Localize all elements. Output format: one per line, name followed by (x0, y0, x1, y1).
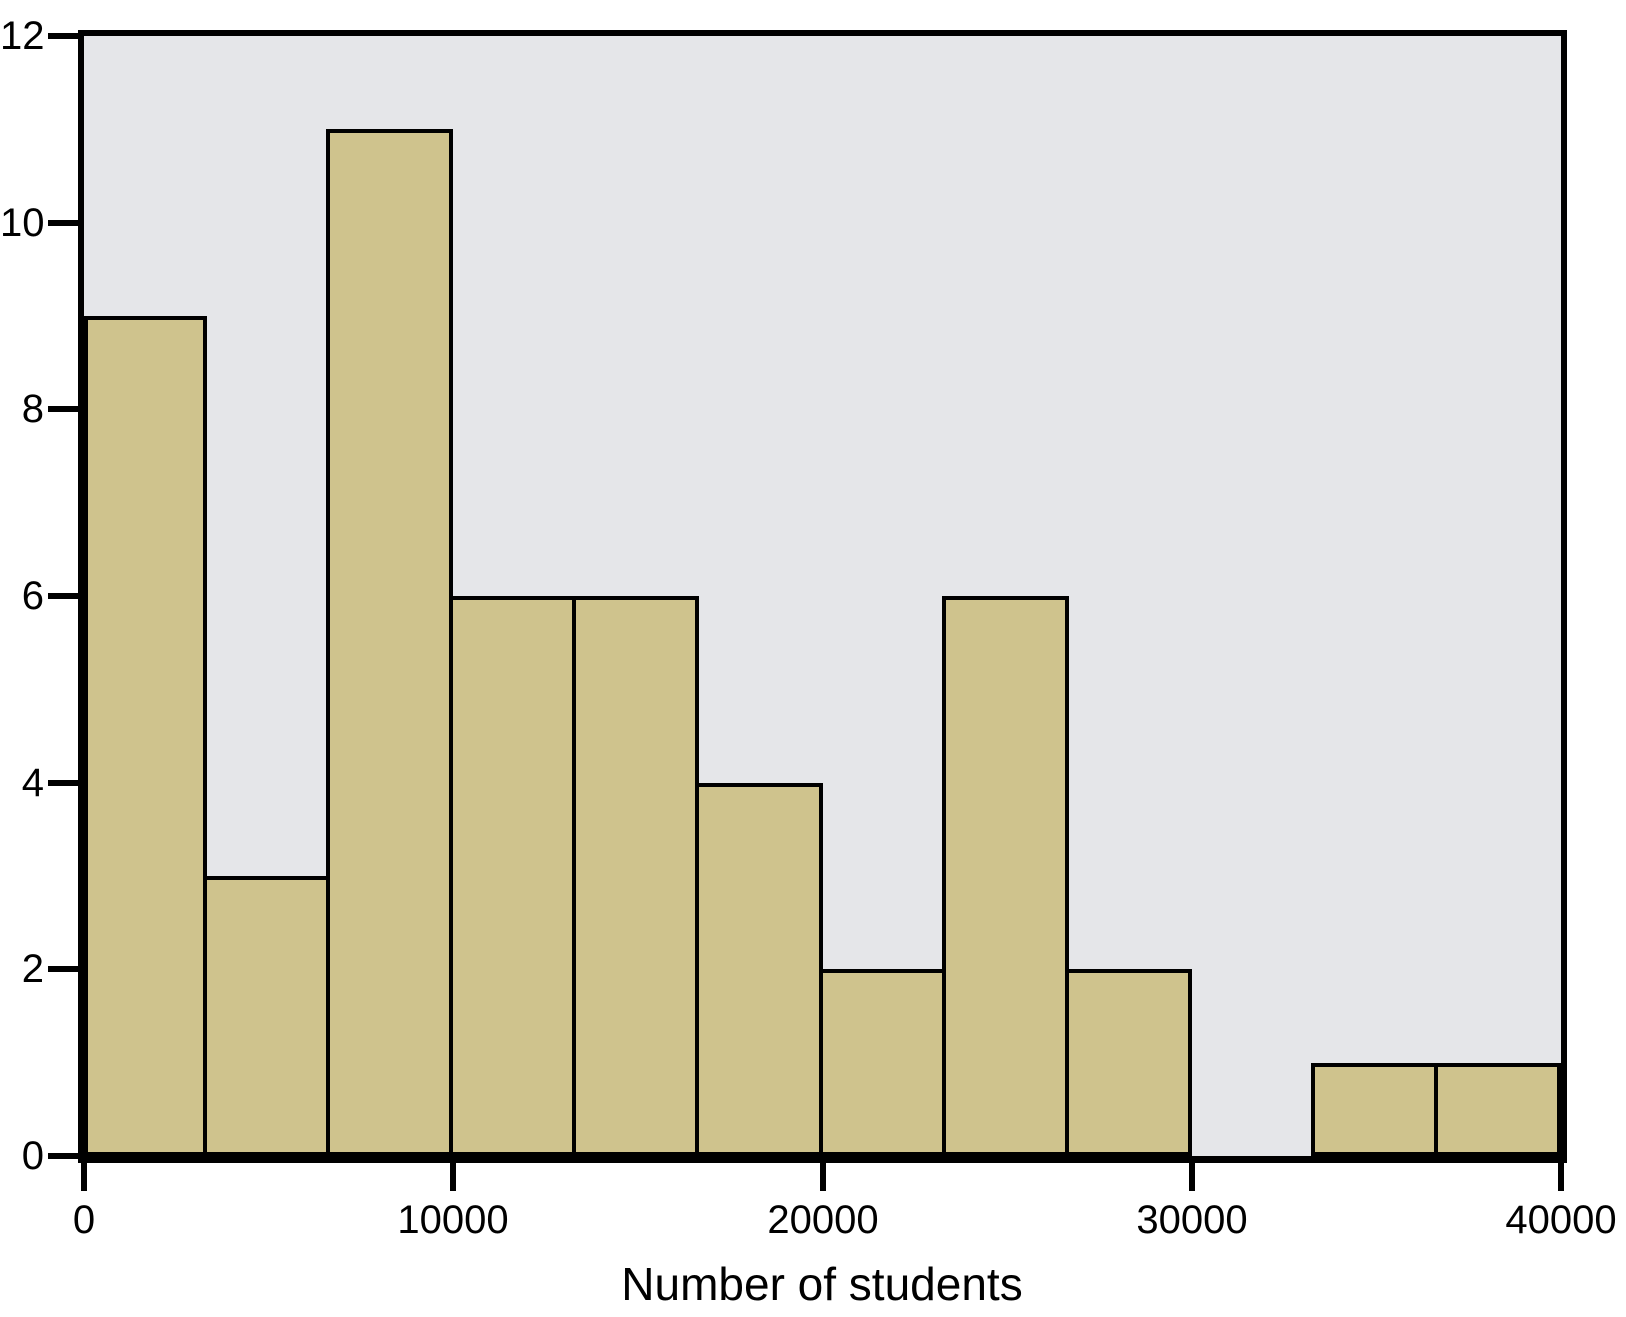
bars-container (84, 36, 1561, 1156)
y-axis-tick (48, 593, 78, 599)
y-tick-label: 2 (21, 947, 44, 991)
y-axis-tick (48, 966, 78, 972)
y-tick-label: 6 (21, 574, 44, 618)
y-axis-tick (48, 406, 78, 412)
histogram-bar (572, 596, 699, 1156)
histogram-bar (819, 969, 946, 1156)
histogram-bar (1434, 1063, 1561, 1156)
y-tick-label: 4 (21, 761, 44, 805)
x-axis-tick (81, 1159, 87, 1191)
x-axis-tick (820, 1159, 826, 1191)
x-axis-tick (450, 1159, 456, 1191)
x-tick-label: 40000 (1505, 1198, 1617, 1242)
y-tick-label: 12 (0, 14, 45, 58)
histogram-bar (942, 596, 1069, 1156)
histogram-bar (84, 316, 207, 1156)
histogram-bar (203, 876, 330, 1156)
y-axis-tick (48, 33, 78, 39)
histogram-bar (695, 783, 823, 1156)
x-tick-label: 0 (72, 1198, 96, 1242)
histogram-bar (1311, 1063, 1438, 1156)
x-axis-tick (1558, 1159, 1564, 1191)
y-axis-tick (48, 1153, 78, 1159)
y-axis-tick (48, 220, 78, 226)
x-axis-title: Number of students (621, 1258, 1023, 1310)
x-tick-label: 10000 (397, 1198, 509, 1242)
y-axis-tick (48, 780, 78, 786)
y-tick-label: 0 (21, 1134, 44, 1178)
x-tick-label: 30000 (1136, 1198, 1248, 1242)
histogram-bar (326, 129, 453, 1156)
histogram-bar (449, 596, 576, 1156)
x-axis-tick (1189, 1159, 1195, 1191)
plot-area (78, 30, 1567, 1163)
x-tick-label: 20000 (767, 1198, 879, 1242)
histogram-bar (1065, 969, 1192, 1156)
y-tick-label: 8 (21, 387, 44, 431)
y-tick-label: 10 (0, 201, 45, 245)
